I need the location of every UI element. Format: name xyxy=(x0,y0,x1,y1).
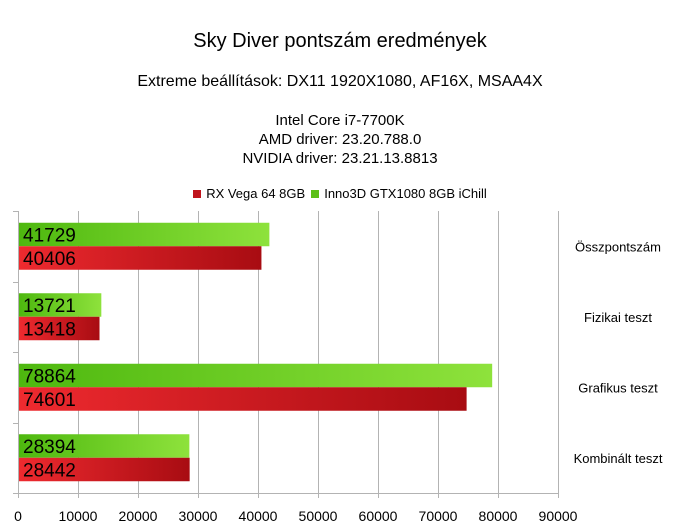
chart-title: Sky Diver pontszám eredmények xyxy=(193,30,487,52)
data-label: 74601 xyxy=(23,390,76,411)
legend-label-gtx1080: Inno3D GTX1080 8GB iChill xyxy=(324,186,487,201)
data-label: 41729 xyxy=(23,226,76,247)
bar-rx-vega-64-8gb xyxy=(19,457,190,482)
data-label: 28442 xyxy=(23,461,76,482)
x-tick-label: 50000 xyxy=(299,508,338,524)
category-label: Összpontszám xyxy=(575,239,661,254)
legend-entry-gtx1080: Inno3D GTX1080 8GB iChill xyxy=(311,186,487,201)
bar-rx-vega-64-8gb xyxy=(19,387,467,411)
bar-inno3d-gtx1080-8gb-ichill xyxy=(19,293,102,317)
note-nvidia-driver: NVIDIA driver: 23.21.13.8813 xyxy=(242,150,438,167)
category-label: Kombinált teszt xyxy=(574,451,663,466)
legend-swatch-vega xyxy=(193,189,202,198)
bar-rx-vega-64-8gb xyxy=(19,316,100,341)
category-label: Fizikai teszt xyxy=(584,310,652,325)
x-tick-label: 70000 xyxy=(419,508,458,524)
legend-entry-vega: RX Vega 64 8GB xyxy=(193,186,305,201)
chart-subtitle: Extreme beállítások: DX11 1920X1080, AF1… xyxy=(137,73,543,90)
x-tick-label: 40000 xyxy=(239,508,278,524)
data-label: 13721 xyxy=(23,296,76,317)
x-tick-label: 90000 xyxy=(539,508,578,524)
legend: RX Vega 64 8GB Inno3D GTX1080 8GB iChill xyxy=(0,186,680,201)
x-tick-label: 10000 xyxy=(59,508,98,524)
category-label: Grafikus teszt xyxy=(578,380,658,395)
note-cpu: Intel Core i7-7700K xyxy=(275,112,405,129)
legend-label-vega: RX Vega 64 8GB xyxy=(206,186,306,201)
data-label: 28394 xyxy=(23,437,76,458)
x-tick-label: 60000 xyxy=(359,508,398,524)
x-tick-label: 30000 xyxy=(179,508,218,524)
note-amd-driver: AMD driver: 23.20.788.0 xyxy=(258,131,422,148)
bar-inno3d-gtx1080-8gb-ichill xyxy=(19,222,270,247)
legend-swatch-gtx1080 xyxy=(311,189,320,198)
x-tick-label: 0 xyxy=(14,508,22,524)
data-label: 13418 xyxy=(23,320,76,341)
data-label: 40406 xyxy=(23,249,76,270)
x-tick-label: 80000 xyxy=(479,508,518,524)
x-tick-label: 20000 xyxy=(119,508,158,524)
bar-rx-vega-64-8gb xyxy=(19,246,262,270)
bar-inno3d-gtx1080-8gb-ichill xyxy=(19,363,493,388)
bar-inno3d-gtx1080-8gb-ichill xyxy=(19,434,190,458)
data-label: 78864 xyxy=(23,367,76,388)
